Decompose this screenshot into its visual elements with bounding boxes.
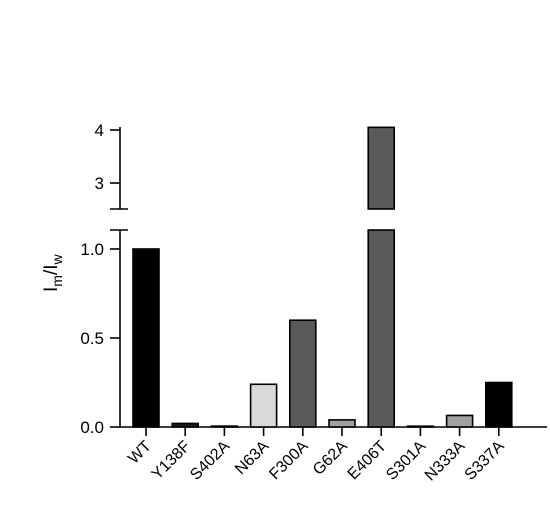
x-label-s402a: S402A [187, 438, 233, 484]
bar-y138f [171, 422, 199, 428]
y-tick-label-3: 3 [95, 174, 104, 193]
x-label-s301a: S301A [383, 438, 429, 484]
y-tick-label-4: 4 [95, 121, 104, 140]
x-labels-group: WTY138FS402AN63AF300AG62AE406TS301AN333A… [125, 438, 508, 485]
y-tick-label-0.0: 0.0 [80, 418, 104, 437]
y-tick-label-1.0: 1.0 [80, 240, 104, 259]
bar-s337a [484, 381, 513, 428]
bar-g62a [328, 419, 356, 428]
y-axis-label: Im/Iw [41, 253, 65, 292]
bar-f300a [288, 319, 317, 428]
x-label-e406t: E406T [345, 438, 391, 484]
bar-s301a [406, 425, 435, 428]
x-ticks-group [145, 427, 500, 436]
bar-n63a [249, 383, 278, 428]
bar-wt [132, 248, 160, 428]
x-label-y138f: Y138F [149, 438, 195, 484]
x-label-f300a: F300A [266, 438, 312, 484]
bar-e406t-upper [367, 126, 396, 210]
bar-n333a [445, 414, 474, 428]
x-label-wt: WT [125, 438, 155, 468]
x-label-s337a: S337A [462, 438, 508, 484]
x-label-n333a: N333A [422, 438, 469, 485]
bars-group [132, 126, 513, 428]
bar-s402a [210, 425, 239, 428]
y-tick-label-0.5: 0.5 [80, 329, 104, 348]
bar-e406t [367, 229, 396, 428]
